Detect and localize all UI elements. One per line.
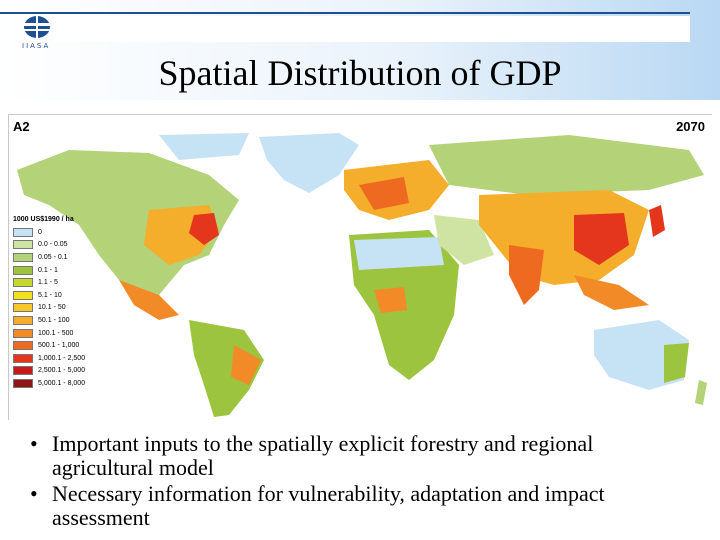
legend-swatch <box>13 290 33 300</box>
slide-title: Spatial Distribution of GDP <box>158 53 562 93</box>
year-label: 2070 <box>676 119 705 134</box>
legend-label: 10.1 - 50 <box>38 304 66 312</box>
scenario-label: A2 <box>13 119 30 134</box>
greenland-shape <box>259 133 359 193</box>
legend-row: 1,000.1 - 2,500 <box>13 352 113 365</box>
brazil-coast-shape <box>231 345 261 385</box>
india-shape <box>509 245 544 305</box>
bullet-dot-icon: • <box>30 481 38 506</box>
legend-row: 5,000.1 - 8,000 <box>13 377 113 390</box>
legend-swatch <box>13 303 33 313</box>
legend-label: 500.1 - 1,000 <box>38 342 80 350</box>
russia-shape <box>429 135 704 195</box>
legend-label: 5.1 - 10 <box>38 291 62 299</box>
bullet-item: • Necessary information for vulnerabilit… <box>30 482 670 530</box>
legend-row: 2,500.1 - 5,000 <box>13 365 113 378</box>
arctic-islands-shape <box>159 133 249 160</box>
mexico-shape <box>119 280 179 320</box>
legend-swatch <box>13 252 33 262</box>
china-east-shape <box>574 213 629 265</box>
south-america-shape <box>189 320 264 417</box>
legend-label: 2,500.1 - 5,000 <box>38 367 86 375</box>
legend-swatch <box>13 328 33 338</box>
nigeria-hotspot <box>374 287 407 313</box>
bullet-dot-icon: • <box>30 431 38 456</box>
legend-swatch <box>13 341 33 351</box>
legend-label: 100.1 - 500 <box>38 329 74 337</box>
logo-text: IIASA <box>22 42 51 50</box>
legend-label: 0.1 - 1 <box>38 266 58 274</box>
legend-row: 0.0 - 0.05 <box>13 239 113 252</box>
legend-row: 50.1 - 100 <box>13 314 113 327</box>
legend-label: 1.1 - 5 <box>38 279 58 287</box>
legend-row: 10.1 - 50 <box>13 302 113 315</box>
legend-swatch <box>13 366 33 376</box>
australia-coast-shape <box>664 343 689 383</box>
legend-row: 500.1 - 1,000 <box>13 339 113 352</box>
us-northeast-hotspot <box>189 213 219 245</box>
middle-east-shape <box>434 215 494 265</box>
legend-row: 0.1 - 1 <box>13 264 113 277</box>
japan-shape <box>649 205 665 237</box>
header-rule <box>0 12 690 42</box>
legend-swatch <box>13 240 33 250</box>
legend-row: 100.1 - 500 <box>13 327 113 340</box>
legend-label: 0.0 - 0.05 <box>38 241 68 249</box>
legend-label: 1,000.1 - 2,500 <box>38 354 86 362</box>
bullet-list: • Important inputs to the spatially expl… <box>30 432 670 532</box>
legend-row: 5.1 - 10 <box>13 289 113 302</box>
bullet-item: • Important inputs to the spatially expl… <box>30 432 670 480</box>
bullet-text: Necessary information for vulnerability,… <box>52 481 605 530</box>
legend-swatch <box>13 315 33 325</box>
map-legend: 1000 US$1990 / ha 0 0.0 - 0.05 0.05 - 0.… <box>13 216 113 390</box>
legend-swatch <box>13 278 33 288</box>
iiasa-logo <box>20 14 54 54</box>
legend-row: 0.05 - 0.1 <box>13 251 113 264</box>
sahara-shape <box>354 237 444 270</box>
legend-row: 1.1 - 5 <box>13 276 113 289</box>
southeast-asia-shape <box>574 275 649 310</box>
europe-core-shape <box>359 177 409 210</box>
legend-label: 0.05 - 0.1 <box>38 253 68 261</box>
legend-swatch <box>13 265 33 275</box>
new-zealand-shape <box>695 380 707 405</box>
legend-title: 1000 US$1990 / ha <box>13 216 74 223</box>
north-america-shape <box>17 150 239 300</box>
legend-label: 0 <box>38 228 42 236</box>
legend-row: 0 <box>13 226 113 239</box>
world-map <box>9 115 713 421</box>
bullet-text: Important inputs to the spatially explic… <box>52 431 594 480</box>
legend-label: 5,000.1 - 8,000 <box>38 379 86 387</box>
legend-swatch <box>13 378 33 388</box>
legend-label: 50.1 - 100 <box>38 316 70 324</box>
legend-swatch <box>13 227 33 237</box>
gdp-map-panel: A2 2070 1000 US$1990 / ha 0 0.0 - 0.05 0… <box>8 114 713 421</box>
legend-swatch <box>13 353 33 363</box>
